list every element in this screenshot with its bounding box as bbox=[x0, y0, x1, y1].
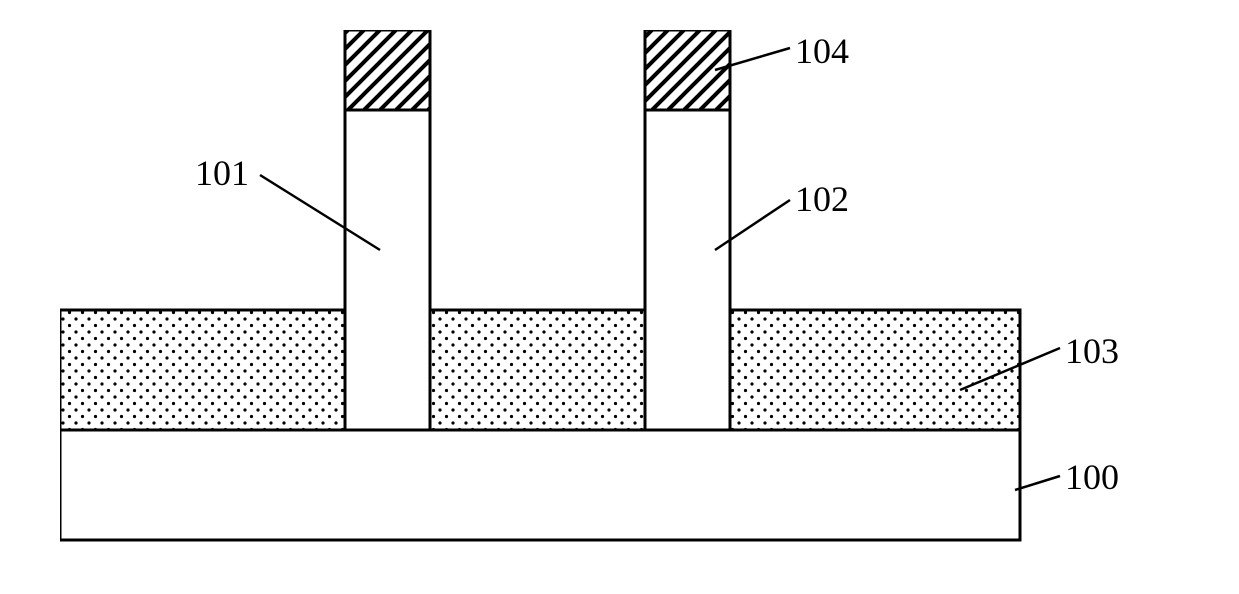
hardmask-left bbox=[345, 30, 430, 110]
label-fin-right: 102 bbox=[795, 178, 849, 220]
leader-100 bbox=[1015, 476, 1060, 490]
label-fin-left: 101 bbox=[195, 152, 249, 194]
isolation-right bbox=[730, 310, 1020, 430]
isolation-left bbox=[60, 310, 345, 430]
fin-right bbox=[645, 110, 730, 430]
label-isolation: 103 bbox=[1065, 330, 1119, 372]
fin-left bbox=[345, 110, 430, 430]
diagram-svg bbox=[60, 30, 1180, 570]
isolation-middle bbox=[430, 310, 645, 430]
label-hardmask: 104 bbox=[795, 30, 849, 72]
substrate bbox=[60, 430, 1020, 540]
diagram-container: 100 103 102 101 104 bbox=[60, 30, 1020, 570]
label-substrate: 100 bbox=[1065, 456, 1119, 498]
